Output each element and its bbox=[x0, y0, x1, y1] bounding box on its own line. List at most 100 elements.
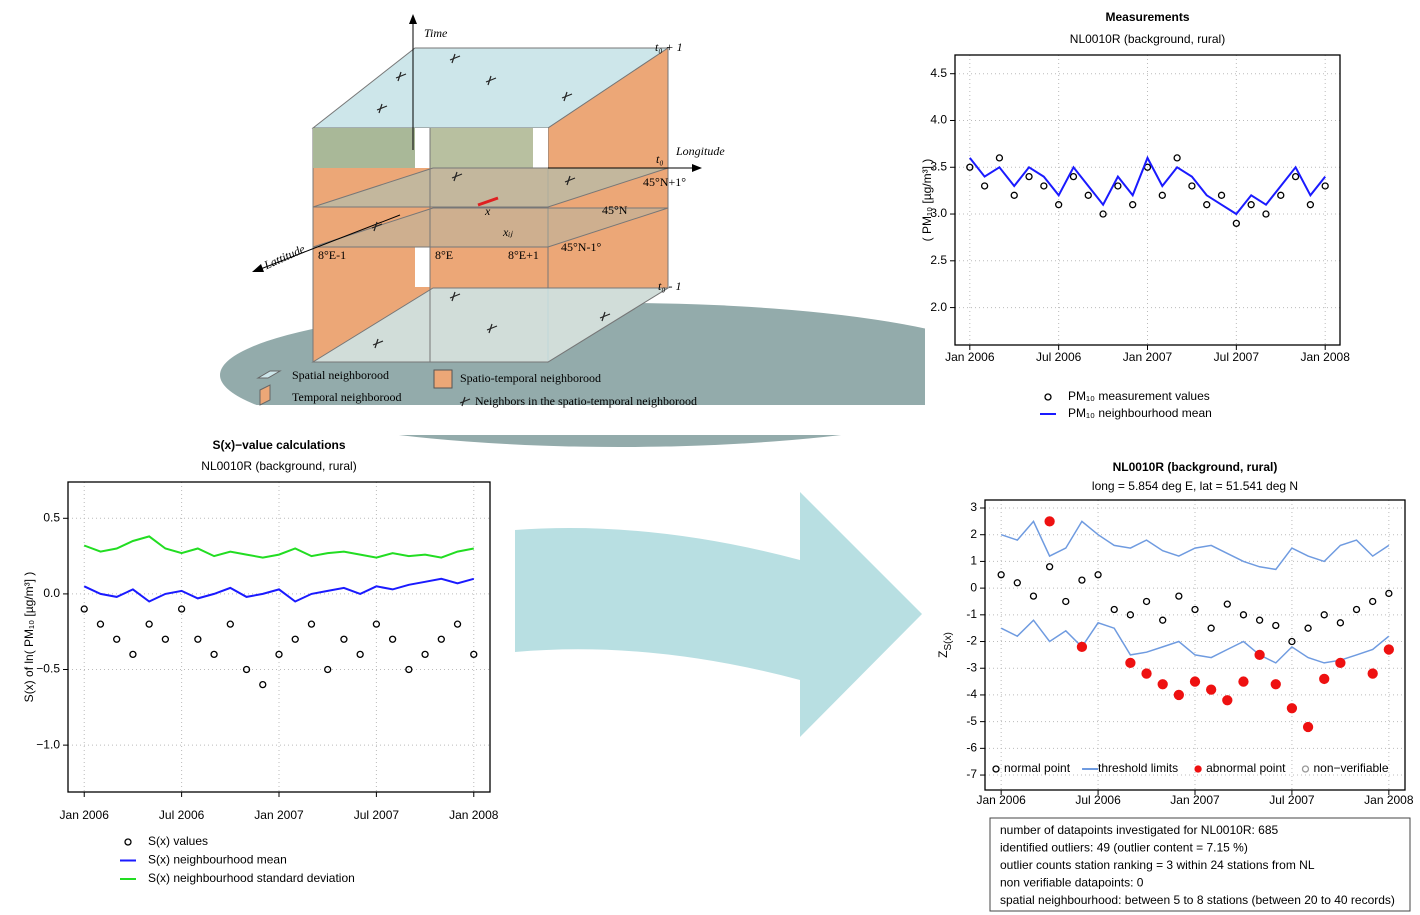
data-point bbox=[1192, 606, 1198, 612]
chart-background bbox=[925, 0, 1420, 430]
y-tick-label: 0.5 bbox=[43, 510, 60, 524]
data-point bbox=[1127, 612, 1133, 618]
flow-arrow bbox=[515, 492, 922, 737]
data-point bbox=[1368, 669, 1377, 678]
legend-symbol bbox=[1195, 766, 1201, 772]
point-label: xᵢⱼ bbox=[502, 225, 513, 239]
data-point bbox=[1191, 677, 1200, 686]
x-tick-label: Jan 2007 bbox=[1123, 350, 1173, 364]
time-label: t₀ + 1 bbox=[655, 40, 683, 54]
data-point bbox=[1111, 606, 1117, 612]
y-tick-label: -1 bbox=[966, 607, 977, 621]
arrowhead bbox=[252, 264, 264, 272]
data-point bbox=[146, 621, 152, 627]
y-tick-label: -3 bbox=[966, 660, 977, 674]
data-point bbox=[1160, 617, 1166, 623]
x-tick-label: Jul 2007 bbox=[1269, 793, 1315, 807]
x-tick-label: Jan 2006 bbox=[945, 350, 995, 364]
data-point bbox=[211, 651, 217, 657]
y-tick-label: -7 bbox=[966, 767, 977, 781]
data-point bbox=[1354, 606, 1360, 612]
data-point bbox=[1337, 620, 1343, 626]
data-point bbox=[1257, 617, 1263, 623]
legend-symbol bbox=[993, 766, 999, 772]
y-tick-label: 4.5 bbox=[930, 66, 947, 80]
gap bbox=[415, 247, 430, 287]
y-tick-label: 2.0 bbox=[930, 300, 947, 314]
data-point bbox=[1304, 722, 1313, 731]
info-line: spatial neighbourhood: between 5 to 8 st… bbox=[1000, 893, 1395, 907]
y-tick-label: -4 bbox=[966, 687, 977, 701]
chart-title: S(x)−value calculations bbox=[212, 438, 345, 452]
arrowhead bbox=[409, 14, 417, 24]
legend-label: non−verifiable bbox=[1313, 761, 1388, 775]
legend-label: S(x) values bbox=[148, 834, 208, 848]
legend-label: PM₁₀ measurement values bbox=[1068, 389, 1210, 403]
y-tick-label: 4.0 bbox=[930, 113, 947, 127]
plot-frame bbox=[68, 482, 490, 792]
legend-label: S(x) neighbourhood standard deviation bbox=[148, 871, 355, 885]
legend-symbol bbox=[125, 839, 131, 845]
legend-text: Spatio-temporal neighborood bbox=[460, 371, 601, 385]
legend-label: abnormal point bbox=[1206, 761, 1286, 775]
data-point bbox=[357, 651, 363, 657]
legend-symbol bbox=[1302, 766, 1308, 772]
y-tick-label: −1.0 bbox=[36, 737, 60, 751]
cube-diagram: Time Longitude Lattitude t₀ + 1 t₀ t₀ - … bbox=[200, 14, 1020, 447]
x-tick-label: Jan 2008 bbox=[449, 808, 499, 822]
y-axis-label: ZS(x) bbox=[936, 632, 953, 658]
y-tick-label: 0.0 bbox=[43, 586, 60, 600]
data-point bbox=[1239, 677, 1248, 686]
data-point bbox=[1045, 517, 1054, 526]
time-label: t₀ bbox=[656, 152, 664, 166]
plot bbox=[81, 536, 477, 687]
data-point bbox=[438, 636, 444, 642]
y-tick-label: 1 bbox=[970, 554, 977, 568]
data-point bbox=[325, 667, 331, 673]
x-tick-label: Jul 2006 bbox=[1075, 793, 1121, 807]
data-point bbox=[1271, 680, 1280, 689]
data-point bbox=[1174, 690, 1183, 699]
ellipse-cut bbox=[200, 405, 940, 435]
y-tick-label: -2 bbox=[966, 634, 977, 648]
data-point bbox=[1305, 625, 1311, 631]
data-point bbox=[1287, 704, 1296, 713]
lat-label: 45°N bbox=[602, 203, 628, 217]
x-tick-label: Jul 2007 bbox=[354, 808, 400, 822]
data-point bbox=[1320, 674, 1329, 683]
data-point bbox=[1370, 598, 1376, 604]
data-point bbox=[1030, 593, 1036, 599]
data-point bbox=[260, 682, 266, 688]
lon-label: 8°E-1 bbox=[318, 248, 346, 262]
x-tick-label: Jan 2006 bbox=[60, 808, 110, 822]
chart-subtitle: NL0010R (background, rural) bbox=[1070, 32, 1225, 46]
y-axis-label-main: Z bbox=[936, 651, 950, 658]
info-line: outlier counts station ranking = 3 withi… bbox=[1000, 858, 1315, 872]
chart-title: Measurements bbox=[1105, 10, 1189, 24]
arrowhead bbox=[692, 164, 702, 172]
data-point bbox=[1047, 564, 1053, 570]
data-point bbox=[1273, 623, 1279, 629]
data-point bbox=[1077, 642, 1086, 651]
y-tick-label: 3 bbox=[970, 500, 977, 514]
x-tick-label: Jan 2007 bbox=[1170, 793, 1220, 807]
legend-text: Spatial neighborood bbox=[292, 368, 389, 382]
y-tick-label: 2 bbox=[970, 527, 977, 541]
legend-text: Neighbors in the spatio-temporal neighbo… bbox=[475, 394, 697, 408]
data-point bbox=[422, 651, 428, 657]
y-tick-label: 0 bbox=[970, 580, 977, 594]
legend-swatch bbox=[434, 370, 452, 388]
lat-label: 45°N+1° bbox=[643, 175, 686, 189]
y-tick-label: −0.5 bbox=[36, 662, 60, 676]
legend-label: S(x) neighbourhood mean bbox=[148, 853, 287, 867]
data-point bbox=[292, 636, 298, 642]
axis-label: Time bbox=[424, 26, 448, 40]
data-point bbox=[1386, 590, 1392, 596]
data-point bbox=[1142, 669, 1151, 678]
front-top-mid bbox=[430, 128, 548, 168]
chart-title: NL0010R (background, rural) bbox=[1113, 460, 1278, 474]
legend-label: threshold limits bbox=[1098, 761, 1178, 775]
y-tick-label: -6 bbox=[966, 741, 977, 755]
x-tick-label: Jul 2006 bbox=[1036, 350, 1082, 364]
